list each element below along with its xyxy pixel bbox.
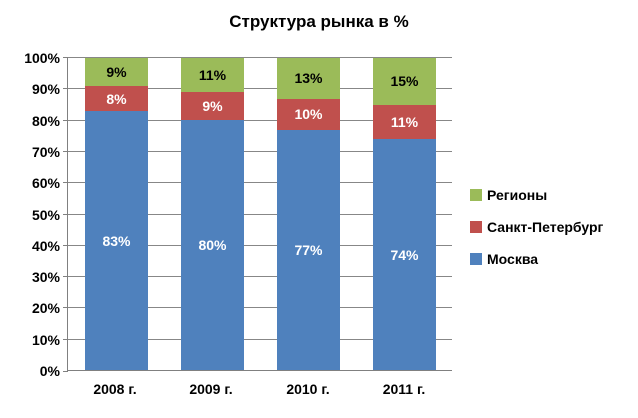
data-label: 10% (294, 106, 323, 123)
segment-Регионы: 9% (85, 58, 148, 87)
x-axis-label-3: 2010 г. (286, 381, 330, 397)
y-axis-tick (63, 88, 68, 89)
data-label: 9% (202, 98, 223, 115)
gridline-90 (68, 88, 452, 89)
y-axis-label-30: 30% (31, 269, 60, 285)
y-axis-label-90: 90% (31, 81, 60, 97)
y-axis-tick (63, 245, 68, 246)
bar-2008-г.: 83% 8% 9% (85, 58, 148, 370)
legend-item-Санкт-Петербург: Санкт-Петербург (470, 218, 604, 235)
y-axis-tick (63, 182, 68, 183)
y-axis-tick (63, 120, 68, 121)
segment-Санкт-Петербург: 10% (277, 98, 340, 130)
legend-swatch-icon (470, 220, 482, 233)
y-axis-label-100: 100% (24, 50, 60, 66)
data-label: 11% (390, 113, 419, 130)
y-axis-label-80: 80% (31, 113, 60, 129)
segment-Санкт-Петербург: 9% (181, 92, 244, 121)
y-axis-tick (63, 214, 68, 215)
bar-2011-г.: 74% 11% 15% (373, 58, 436, 370)
gridline-60 (68, 182, 452, 183)
legend-label: Санкт-Петербург (487, 218, 604, 235)
segment-Москва: 83% (85, 111, 148, 370)
y-axis-tick (63, 339, 68, 340)
gridline-40 (68, 245, 452, 246)
gridline-20 (68, 307, 452, 308)
legend-swatch-icon (470, 252, 482, 265)
y-axis-label-70: 70% (31, 144, 60, 160)
y-axis-label-60: 60% (31, 175, 60, 191)
plot-area: 83% 8% 9% 80% 9% 11% 77% 10% 13% 74% 11% 15% (63, 57, 452, 372)
y-axis-tick (63, 276, 68, 277)
segment-Регионы: 13% (277, 58, 340, 99)
data-label: 80% (198, 237, 227, 254)
x-axis-label-1: 2008 г. (93, 381, 137, 397)
gridline-80 (68, 120, 452, 121)
bar-2010-г.: 77% 10% 13% (277, 58, 340, 370)
legend-label: Регионы (487, 186, 548, 203)
data-label: 74% (390, 246, 419, 263)
data-label: 15% (390, 73, 419, 90)
data-label: 13% (294, 70, 323, 87)
legend-item-Москва: Москва (470, 250, 603, 267)
y-axis-label-50: 50% (31, 207, 60, 223)
data-label: 11% (198, 67, 227, 84)
legend-swatch-icon (470, 188, 482, 201)
chart-title: Структура рынка в % (229, 12, 409, 31)
segment-Санкт-Петербург: 11% (373, 104, 436, 140)
gridline-70 (68, 151, 452, 152)
gridline-30 (68, 276, 452, 277)
gridline-10 (68, 339, 452, 340)
data-label: 9% (106, 64, 127, 81)
bar-2009-г.: 80% 9% 11% (181, 58, 244, 370)
segment-Москва: 74% (373, 139, 436, 370)
data-label: 77% (294, 241, 323, 258)
data-label: 8% (106, 90, 127, 107)
segment-Регионы: 11% (181, 58, 244, 93)
y-axis-tick (63, 57, 68, 58)
gridline-50 (68, 214, 452, 215)
segment-Регионы: 15% (373, 58, 436, 105)
y-axis-tick (63, 307, 68, 308)
y-axis-label-40: 40% (31, 238, 60, 254)
segment-Санкт-Петербург: 8% (85, 86, 148, 112)
y-axis-label-0: 0% (39, 363, 60, 379)
x-axis-label-2: 2009 г. (189, 381, 233, 397)
y-axis-tick (63, 151, 68, 152)
data-label: 83% (102, 232, 131, 249)
legend-label: Москва (487, 250, 539, 267)
x-axis-label-4: 2011 г. (382, 381, 426, 397)
y-axis-tick (63, 371, 68, 372)
gridline-100 (68, 57, 452, 58)
legend-item-Регионы: Регионы (470, 186, 603, 203)
segment-Москва: 77% (277, 129, 340, 370)
segment-Москва: 80% (181, 120, 244, 370)
y-axis-label-20: 20% (31, 300, 60, 316)
y-axis-label-10: 10% (31, 332, 60, 348)
legend: Регионы Санкт-Петербург Москва (470, 187, 603, 283)
